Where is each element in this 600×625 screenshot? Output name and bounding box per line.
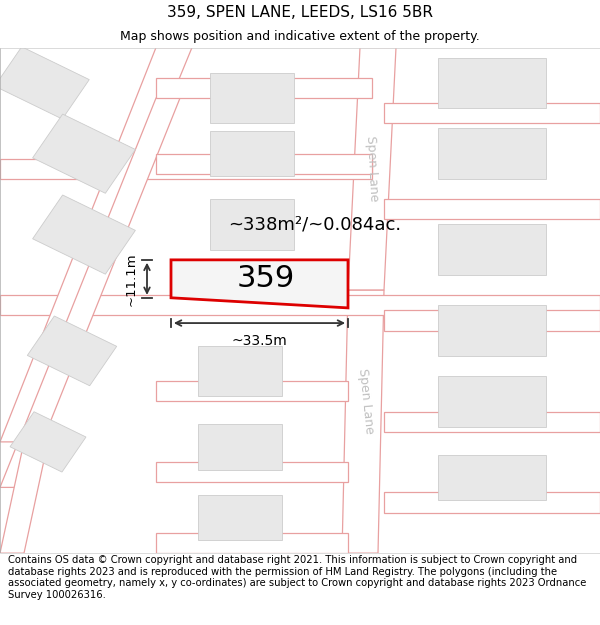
Polygon shape [32, 114, 136, 193]
Polygon shape [0, 295, 600, 316]
Text: Spen Lane: Spen Lane [364, 136, 380, 202]
Polygon shape [156, 78, 372, 98]
Polygon shape [198, 346, 282, 396]
Polygon shape [438, 306, 546, 356]
Polygon shape [438, 376, 546, 427]
Polygon shape [438, 454, 546, 500]
Polygon shape [438, 58, 546, 108]
Text: ~33.5m: ~33.5m [232, 334, 287, 348]
Polygon shape [198, 495, 282, 541]
Polygon shape [28, 316, 116, 386]
Polygon shape [0, 47, 89, 119]
Polygon shape [32, 195, 136, 274]
Polygon shape [438, 224, 546, 275]
Polygon shape [0, 48, 192, 442]
Text: Map shows position and indicative extent of the property.: Map shows position and indicative extent… [120, 29, 480, 42]
Polygon shape [156, 533, 348, 553]
Polygon shape [0, 442, 48, 553]
Polygon shape [210, 131, 294, 176]
Text: 359, SPEN LANE, LEEDS, LS16 5BR: 359, SPEN LANE, LEEDS, LS16 5BR [167, 5, 433, 20]
Polygon shape [342, 290, 384, 553]
Text: ~338m²/~0.084ac.: ~338m²/~0.084ac. [228, 216, 401, 234]
Polygon shape [384, 311, 600, 331]
Polygon shape [384, 103, 600, 123]
Text: Spen Lane: Spen Lane [356, 368, 376, 435]
Polygon shape [210, 199, 294, 250]
Polygon shape [0, 98, 180, 488]
Text: 359: 359 [236, 264, 295, 293]
Polygon shape [198, 424, 282, 470]
Text: ~11.1m: ~11.1m [125, 252, 138, 306]
Polygon shape [156, 381, 348, 401]
Polygon shape [384, 492, 600, 512]
Polygon shape [438, 128, 546, 179]
Polygon shape [156, 462, 348, 482]
Polygon shape [0, 159, 372, 179]
Polygon shape [10, 412, 86, 472]
Text: Contains OS data © Crown copyright and database right 2021. This information is : Contains OS data © Crown copyright and d… [8, 555, 586, 600]
Polygon shape [210, 72, 294, 123]
Polygon shape [384, 411, 600, 432]
Polygon shape [348, 48, 396, 290]
Polygon shape [171, 260, 348, 308]
Polygon shape [156, 154, 372, 174]
Polygon shape [384, 199, 600, 219]
